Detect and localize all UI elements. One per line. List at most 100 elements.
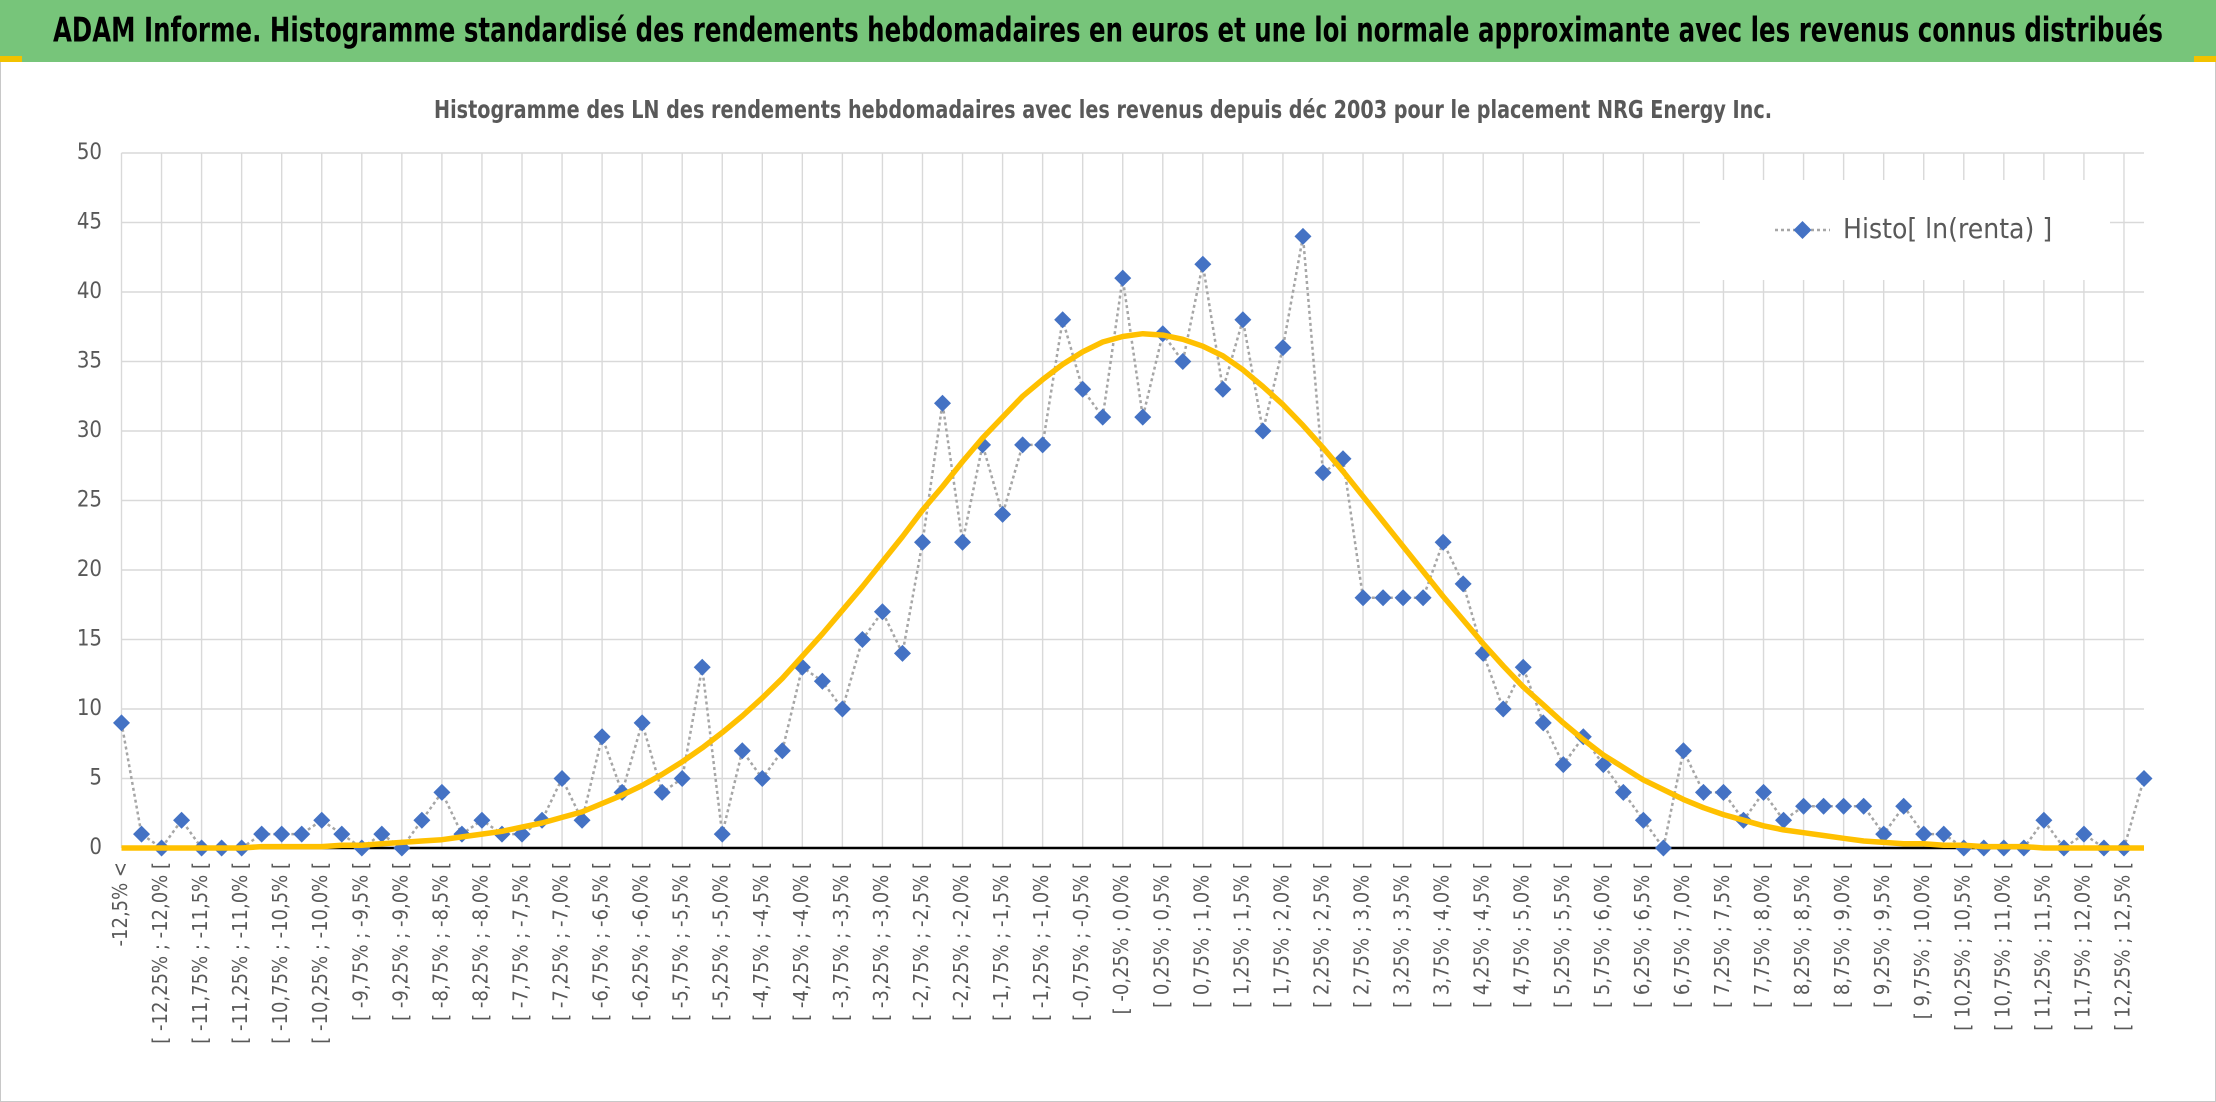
x-tick-label: [ 5,25% ; 5,5% [	[1550, 862, 1574, 1008]
marker	[1694, 783, 1712, 801]
marker	[913, 533, 931, 551]
marker	[1394, 589, 1412, 607]
marker	[1554, 756, 1572, 774]
marker	[1094, 408, 1112, 426]
marker	[853, 631, 871, 648]
x-tick-label: [ -5,25% ; -5,0% [	[709, 862, 733, 1021]
marker	[1795, 797, 1813, 815]
marker	[1134, 408, 1152, 426]
marker	[1214, 380, 1232, 398]
x-tick-label: [ -1,25% ; -1,0% [	[1029, 862, 1053, 1021]
normal-curve	[121, 330, 2144, 851]
x-tick-label: [ 6,75% ; 7,0% [	[1670, 862, 1694, 1008]
marker	[1014, 436, 1032, 454]
x-tick-label: [ 9,25% ; 9,5% [	[1870, 862, 1894, 1008]
x-tick-label: [ 10,25% ; 10,5% [	[1950, 862, 1974, 1031]
y-tick-label: 45	[77, 210, 102, 235]
marker	[773, 742, 791, 760]
y-tick-label: 40	[77, 279, 102, 304]
marker	[1254, 422, 1272, 440]
x-tick-label: [ -7,75% ; -7,5% [	[508, 862, 532, 1021]
x-tick-label: [ 4,75% ; 5,0% [	[1510, 862, 1534, 1008]
marker	[1895, 797, 1913, 815]
x-tick-label: [ 11,75% ; 12,0% [	[2070, 862, 2094, 1031]
x-tick-label: [ -0,25% ; 0,0% [	[1109, 862, 1133, 1014]
marker	[1414, 589, 1432, 607]
x-tick-label: [ -2,25% ; -2,0% [	[949, 862, 973, 1021]
x-tick-label: [ -8,25% ; -8,0% [	[468, 862, 492, 1021]
x-tick-label: [ 6,25% ; 6,5% [	[1630, 862, 1654, 1008]
header-accent	[2194, 56, 2216, 62]
x-tick-label: [ 8,75% ; 9,0% [	[1830, 862, 1854, 1008]
marker	[1534, 714, 1552, 732]
marker	[1654, 839, 1672, 857]
x-tick-label: [ -8,75% ; -8,5% [	[428, 862, 452, 1021]
marker	[293, 825, 311, 843]
y-tick-label: 25	[77, 488, 102, 513]
marker	[1294, 227, 1312, 245]
marker	[1815, 797, 1833, 815]
marker	[1074, 380, 1092, 398]
marker	[313, 811, 331, 829]
x-tick-label: [ 12,25% ; 12,5% [	[2110, 862, 2134, 1031]
marker	[1674, 742, 1692, 760]
x-tick-label: [ 10,75% ; 11,0% [	[1990, 862, 2014, 1031]
y-tick-label: 50	[77, 140, 102, 165]
header-accent	[0, 56, 22, 62]
marker	[373, 825, 391, 843]
marker	[1775, 811, 1793, 829]
y-tick-label: 5	[89, 766, 102, 791]
marker	[1114, 269, 1132, 287]
x-tick-label: [ -7,25% ; -7,0% [	[549, 862, 573, 1021]
marker	[1935, 825, 1953, 843]
marker	[693, 658, 711, 676]
plot: 0 5 10 15 20 25 30 35 40 45 50 -12,5% < [ -12,25% ; …	[77, 140, 2153, 1044]
marker	[1174, 353, 1192, 370]
x-tick-label: [ 4,25% ; 4,5% [	[1470, 862, 1494, 1008]
x-tick-label: [ 8,25% ; 8,5% [	[1790, 862, 1814, 1008]
marker	[553, 770, 571, 787]
marker	[994, 505, 1012, 523]
marker	[473, 811, 491, 829]
y-tick-label: 10	[77, 696, 102, 721]
marker	[413, 811, 431, 829]
marker	[1234, 311, 1252, 329]
marker	[1314, 464, 1332, 482]
marker	[873, 603, 891, 621]
marker	[1915, 825, 1933, 843]
marker	[1354, 589, 1372, 607]
chart-title: Histogramme des LN des rendements hebdom…	[434, 95, 1772, 124]
x-tick-label: [ -3,75% ; -3,5% [	[829, 862, 853, 1021]
marker	[893, 644, 911, 662]
marker	[253, 825, 271, 843]
x-tick-label: [ 2,25% ; 2,5% [	[1309, 862, 1333, 1008]
x-tick-label: [ 5,75% ; 6,0% [	[1590, 862, 1614, 1008]
x-tick-label: [ -6,25% ; -6,0% [	[629, 862, 653, 1021]
marker	[633, 714, 651, 732]
marker	[954, 533, 972, 551]
marker	[173, 811, 191, 829]
marker	[2075, 825, 2093, 843]
marker	[133, 825, 151, 843]
marker	[273, 825, 291, 843]
marker	[753, 770, 771, 787]
marker	[1034, 436, 1052, 454]
marker	[653, 783, 671, 801]
marker	[1054, 311, 1072, 329]
x-tick-label: [ 0,75% ; 1,0% [	[1189, 862, 1213, 1008]
marker	[673, 770, 691, 787]
marker	[713, 825, 731, 843]
marker	[1374, 589, 1392, 607]
marker	[1714, 783, 1732, 801]
x-tick-label: [ 2,75% ; 3,0% [	[1350, 862, 1374, 1008]
marker	[1634, 811, 1652, 829]
marker	[1614, 783, 1632, 801]
marker	[833, 700, 851, 718]
y-tick-label: 35	[77, 349, 102, 374]
marker	[1434, 533, 1452, 551]
x-tick-label: -12,5% <	[108, 862, 132, 946]
legend-marker	[1793, 221, 1812, 239]
marker	[593, 728, 611, 746]
x-tick-label: [ 0,25% ; 0,5% [	[1149, 862, 1173, 1008]
